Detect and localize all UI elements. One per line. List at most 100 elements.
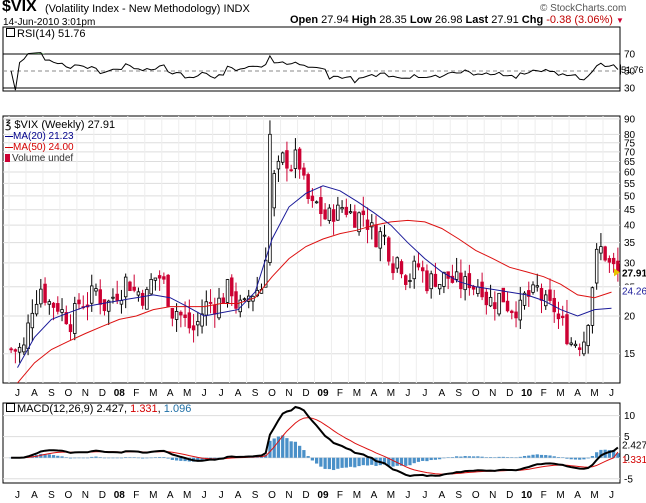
macd-histogram-bar	[213, 457, 217, 459]
x-tick-label: A	[167, 490, 174, 501]
candle-body	[230, 277, 234, 297]
macd-histogram-bar	[200, 457, 204, 461]
macd-histogram-bar	[268, 440, 272, 458]
x-axis-labels-bottom: J A S O N D 08 F M A M J J A S O N D 09 F M A M J J A S O N D 10 F M A M J	[15, 490, 614, 501]
candle-body	[157, 275, 162, 279]
x-tick-label: N	[285, 388, 292, 399]
macd-histogram-bar	[336, 457, 340, 469]
candle-body	[476, 286, 480, 294]
x-tick-label: A	[235, 490, 242, 501]
x-tick-label: M	[387, 388, 395, 399]
candle-body	[331, 209, 336, 222]
macd-histogram-bar	[344, 457, 348, 468]
x-tick-label: O	[268, 388, 276, 399]
candle-body	[404, 275, 408, 285]
candle-body	[531, 284, 535, 293]
candle-body	[128, 281, 132, 292]
quote-label: Chg	[521, 14, 547, 26]
candle-body	[399, 261, 404, 275]
macd-legend-value: 2.427	[96, 403, 125, 415]
candle-body	[535, 285, 539, 288]
candle-body	[429, 273, 433, 290]
x-tick-label: S	[48, 388, 55, 399]
ma50-legend-item: MA(50) 24.00	[5, 142, 115, 153]
candle-body	[285, 150, 289, 169]
last-value-tag-bg	[621, 266, 646, 279]
candle-body	[488, 296, 493, 307]
macd-histogram-bar	[68, 457, 73, 459]
candle-body	[47, 301, 52, 305]
x-tick-label: A	[574, 490, 581, 501]
macd-histogram-bar	[370, 457, 374, 465]
x-tick-label: A	[235, 388, 242, 399]
x-tick-label: D	[302, 490, 309, 501]
candle-body	[98, 289, 102, 305]
macd-histogram-bar	[353, 457, 357, 468]
macd-histogram-bar	[395, 457, 399, 466]
x-tick-label: O	[268, 490, 276, 501]
candle-body	[132, 286, 136, 291]
macd-histogram-bar	[149, 457, 153, 459]
macd-histogram-bar	[272, 438, 276, 458]
macd-histogram-bar	[531, 454, 535, 458]
macd-histogram-bar	[616, 453, 620, 458]
candle-body	[548, 289, 552, 301]
x-tick-label: J	[202, 490, 207, 501]
candle-body	[586, 325, 590, 347]
macd-histogram-bar	[425, 457, 429, 462]
candle-body	[64, 312, 69, 325]
x-tick-label: N	[489, 490, 496, 501]
candle-body	[357, 212, 361, 233]
candle-body	[293, 149, 298, 169]
candle-body	[603, 246, 607, 261]
rsi-last-value: 51.76	[621, 65, 644, 75]
candle-body	[336, 204, 340, 221]
chart-date: 14-Jun-2010 3:01pm	[3, 17, 96, 28]
macd-histogram-bar	[399, 457, 404, 466]
macd-histogram-bar	[548, 455, 552, 458]
candle-body	[153, 277, 158, 281]
last-value-tag: 27.91	[622, 268, 646, 279]
macd-histogram-bar	[208, 457, 213, 459]
candle-body	[412, 260, 416, 280]
candle-body	[527, 290, 531, 297]
volume-legend-label: Volume undef	[12, 153, 74, 164]
candle-body	[183, 314, 187, 319]
macd-histogram-bar	[510, 457, 514, 458]
macd-histogram-bar	[56, 455, 60, 458]
macd-histogram-bar	[476, 456, 480, 458]
ma20-line	[17, 185, 612, 368]
macd-histogram-bar	[416, 457, 421, 462]
macd-histogram-bar	[60, 456, 64, 458]
candle-body	[480, 281, 484, 298]
macd-histogram-bar	[522, 455, 527, 458]
x-tick-label: F	[133, 388, 139, 399]
down-arrow-icon: ▼	[615, 16, 624, 25]
candle-body	[136, 291, 141, 296]
candle-body	[280, 152, 285, 163]
macd-legend-sep: ,	[157, 403, 164, 415]
candle-body	[378, 231, 382, 249]
macd-histogram-bar	[179, 457, 183, 461]
candle-body	[242, 298, 247, 301]
macd-histogram-bar	[98, 457, 102, 458]
x-tick-label: A	[31, 490, 38, 501]
macd-histogram-bar	[340, 457, 344, 468]
macd-histogram-bar	[196, 457, 200, 462]
x-tick-label: J	[609, 490, 614, 501]
candle-body	[344, 206, 349, 215]
candle-body	[56, 303, 60, 312]
candle-body	[115, 293, 119, 301]
x-tick-label: F	[541, 388, 547, 399]
candle-body	[607, 258, 612, 263]
volume-legend-item: Volume undef	[5, 153, 115, 164]
macd-y-tick-label: 10	[624, 411, 636, 422]
macd-histogram-bar	[421, 457, 425, 461]
macd-histogram-bar	[527, 455, 531, 458]
candle-body	[39, 288, 43, 305]
candle-body	[323, 209, 327, 220]
price-panel	[2, 115, 621, 384]
candle-body	[391, 263, 395, 274]
macd-y-axis: 10 5 0 -5 2.427 1.331	[622, 411, 646, 485]
x-tick-label: N	[82, 388, 89, 399]
